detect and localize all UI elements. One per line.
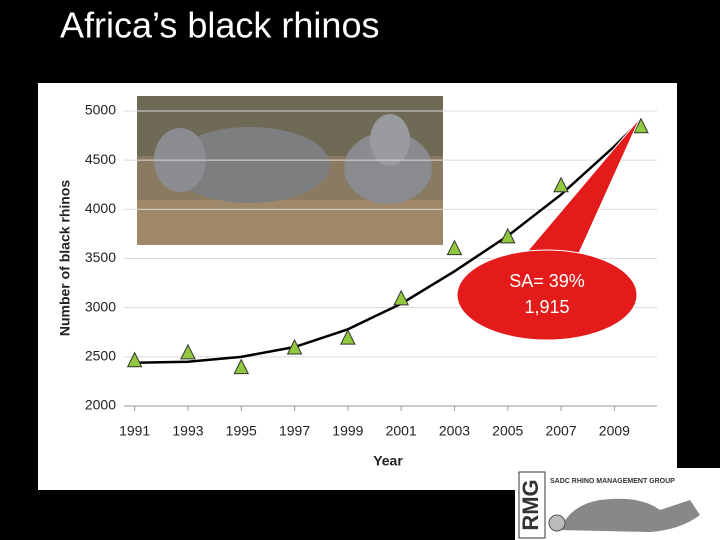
- logo-mark: RMG: [518, 479, 543, 530]
- y-tick-label: 2000: [85, 397, 116, 413]
- photo: [137, 96, 443, 245]
- x-axis-title: Year: [373, 453, 403, 469]
- x-tick-label: 1999: [332, 423, 363, 439]
- logo: RMG SADC RHINO MANAGEMENT GROUP: [515, 468, 720, 540]
- y-tick-label: 3500: [85, 249, 116, 265]
- logo-text: SADC RHINO MANAGEMENT GROUP: [550, 478, 675, 485]
- y-tick-label: 4000: [85, 200, 116, 216]
- x-tick-label: 2003: [439, 423, 470, 439]
- data-point: [499, 227, 516, 244]
- x-tick-label: 1993: [172, 423, 203, 439]
- data-point: [553, 176, 569, 193]
- data-point: [446, 239, 463, 256]
- x-tick-label: 1997: [279, 423, 310, 439]
- slide-title: Africa’s black rhinos: [60, 5, 379, 46]
- callout-text: 1,915: [524, 297, 569, 317]
- data-point: [286, 338, 303, 355]
- callout-text: SA= 39%: [509, 271, 585, 291]
- x-tick-label: 1995: [226, 423, 257, 439]
- data-point: [633, 117, 649, 134]
- x-tick-label: 2009: [599, 423, 630, 439]
- y-axis-title: Number of black rhinos: [57, 180, 73, 337]
- callout-bubble: [456, 249, 638, 341]
- data-point: [393, 289, 409, 306]
- x-tick-label: 2007: [545, 423, 576, 439]
- data-point: [126, 351, 143, 368]
- y-tick-label: 3000: [85, 298, 116, 314]
- y-tick-label: 5000: [85, 102, 116, 118]
- x-tick-label: 2001: [386, 423, 417, 439]
- data-point: [180, 343, 196, 360]
- y-tick-label: 2500: [85, 348, 116, 364]
- x-tick-label: 2005: [492, 423, 523, 439]
- data-point: [233, 358, 250, 375]
- x-tick-label: 1991: [119, 423, 150, 439]
- y-tick-label: 4500: [85, 151, 116, 167]
- data-point: [340, 329, 356, 345]
